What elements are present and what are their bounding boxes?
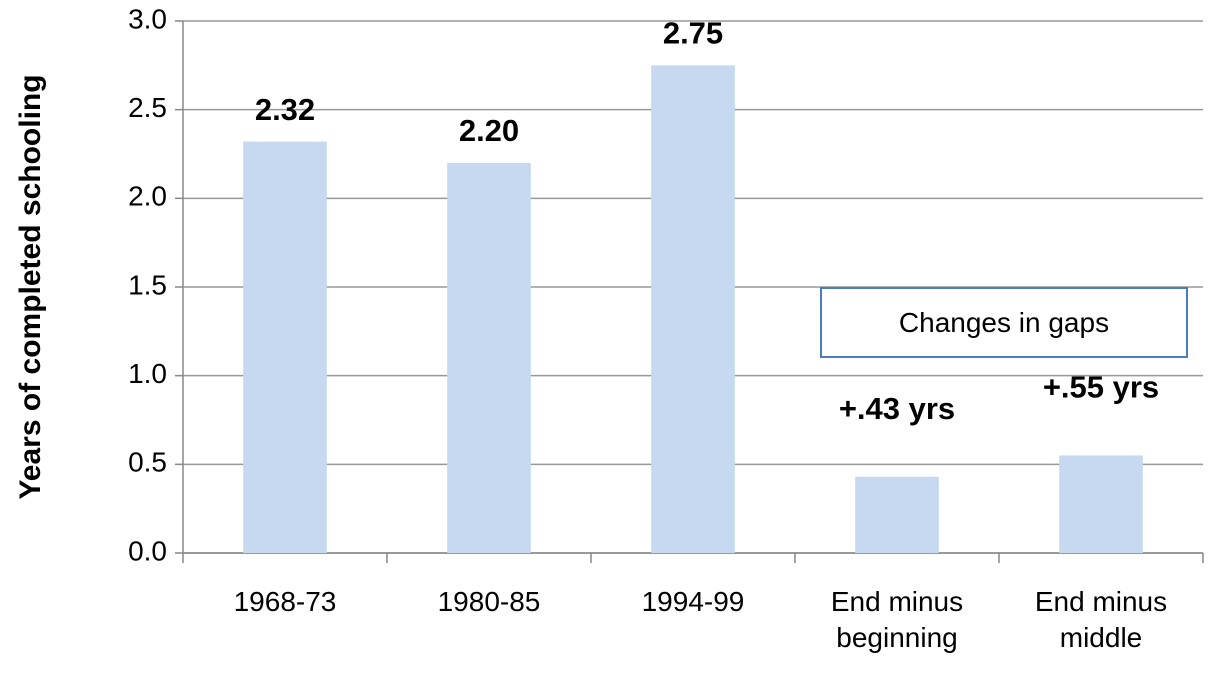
x-tick-label: 1968-73 [233,586,337,617]
value-label: +.55 yrs [1043,370,1159,405]
x-tick-label: 1994-99 [641,586,745,617]
value-label: 2.20 [459,113,519,148]
bar [243,141,327,553]
value-label: +.43 yrs [839,391,955,426]
y-tick-label: 1.0 [128,358,167,389]
annotation: Changes in gaps [820,287,1188,358]
value-label: 2.32 [255,92,315,127]
x-tick-label: End minus middle [1034,586,1168,653]
bar [651,65,735,553]
value-label: 2.75 [663,16,723,51]
bar [447,162,531,553]
x-tick-label: End minus beginning [830,586,964,653]
x-tick-label: 1980-85 [437,586,541,617]
y-tick-label: 3.0 [128,3,167,34]
y-tick-label: 0.5 [128,447,167,478]
y-tick-label: 0.0 [128,535,167,566]
bar [1059,455,1143,553]
bar [855,476,939,553]
y-tick-label: 2.0 [128,181,167,212]
y-axis-label: Years of completed schooling [14,74,47,499]
y-tick-label: 2.5 [128,92,167,123]
y-tick-label: 1.5 [128,269,167,300]
